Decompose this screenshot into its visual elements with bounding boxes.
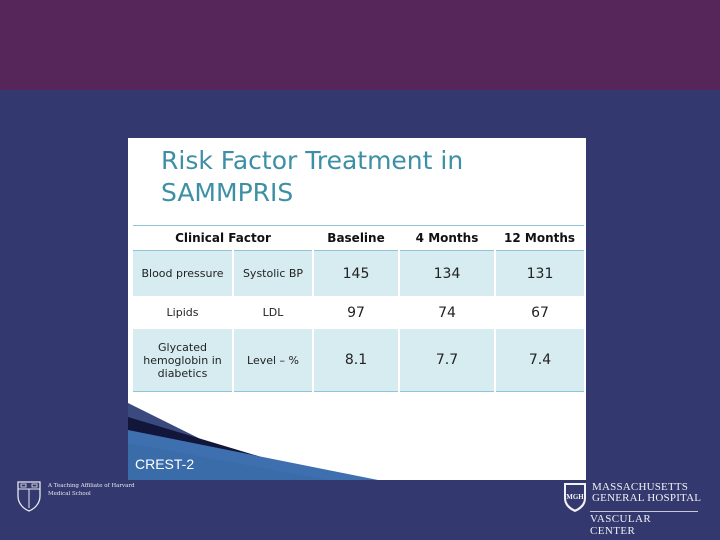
table-row: Lipids LDL 97 74 67: [133, 296, 585, 329]
slide-card: Risk Factor Treatment in SAMMPRIS Clinic…: [128, 138, 586, 480]
harvard-shield-icon: [17, 481, 41, 512]
month4-cell: 7.7: [399, 329, 497, 392]
table-row: Glycated hemoglobin in diabetics Level –…: [133, 329, 585, 392]
header-baseline: Baseline: [313, 225, 400, 251]
measure-cell: LDL: [233, 296, 315, 329]
baseline-cell: 97: [313, 296, 401, 329]
footer-label: CREST-2: [135, 456, 195, 472]
footer-stripe: [128, 403, 378, 480]
table-row: Blood pressure Systolic BP 145 134 131: [133, 250, 585, 296]
factor-cell: Blood pressure: [133, 250, 234, 296]
mgh-name: MASSACHUSETTS GENERAL HOSPITAL: [592, 482, 701, 504]
factor-cell: Glycated hemoglobin in diabetics: [133, 329, 234, 392]
header-4-months: 4 Months: [399, 225, 496, 251]
baseline-cell: 145: [313, 250, 401, 296]
harvard-affiliate-text: A Teaching Affiliate of Harvard Medical …: [48, 483, 135, 497]
table-header-row: Clinical Factor Baseline 4 Months 12 Mon…: [133, 225, 585, 251]
mgh-name-line1: MASSACHUSETTS: [592, 481, 689, 493]
top-band: [0, 0, 720, 90]
mgh-seal-icon: MGH: [564, 483, 586, 512]
header-clinical-factor: Clinical Factor: [133, 225, 314, 251]
mgh-name-line2: GENERAL HOSPITAL: [592, 492, 702, 504]
month12-cell: 7.4: [495, 329, 585, 392]
month4-cell: 134: [399, 250, 497, 296]
month12-cell: 131: [495, 250, 585, 296]
risk-factor-table: Clinical Factor Baseline 4 Months 12 Mon…: [133, 225, 585, 392]
mgh-seal-text: MGH: [566, 493, 584, 501]
baseline-cell: 8.1: [313, 329, 401, 392]
month12-cell: 67: [495, 296, 585, 329]
month4-cell: 74: [399, 296, 497, 329]
slide-title: Risk Factor Treatment in SAMMPRIS: [161, 146, 464, 207]
measure-cell: Level – %: [233, 329, 315, 392]
measure-cell: Systolic BP: [233, 250, 315, 296]
factor-cell: Lipids: [133, 296, 234, 329]
header-12-months: 12 Months: [495, 225, 585, 251]
mgh-department: VASCULAR CENTER: [590, 511, 698, 537]
